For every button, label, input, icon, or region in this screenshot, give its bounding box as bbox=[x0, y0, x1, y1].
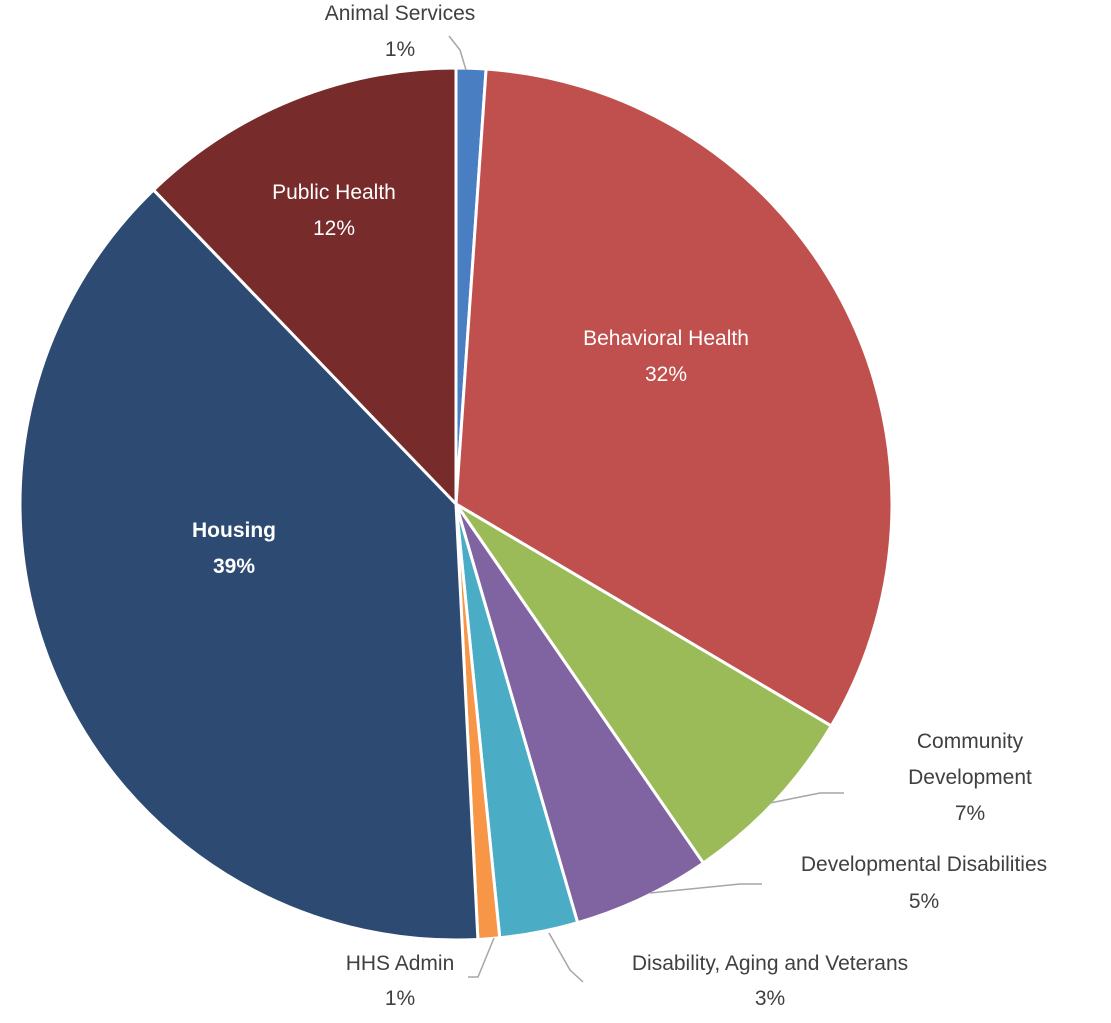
pie-slice-public-health bbox=[152, 66, 458, 506]
pie-slice-developmental-disabilities bbox=[454, 502, 705, 925]
slice-label-hhs-admin: HHS Admin bbox=[346, 952, 455, 975]
slice-label-housing: Housing bbox=[192, 519, 276, 542]
leader-line-developmental-disabilities bbox=[649, 883, 762, 894]
slice-label-community-development: Community bbox=[917, 730, 1024, 753]
leader-line-hhs-admin bbox=[468, 937, 495, 978]
leader-line-animal-services bbox=[448, 35, 467, 71]
leader-line-disability-aging-and-veterans bbox=[548, 932, 584, 983]
slice-percent-hhs-admin: 1% bbox=[385, 987, 415, 1010]
leader-lines-layer bbox=[448, 35, 844, 983]
slice-label-animal-services: Animal Services bbox=[325, 2, 476, 25]
slices-layer bbox=[18, 66, 894, 942]
slice-label-public-health: Public Health bbox=[272, 181, 396, 204]
slice-percent-behavioral-health: 32% bbox=[645, 363, 687, 386]
pie-slice-behavioral-health bbox=[454, 67, 894, 728]
slice-percent-developmental-disabilities: 5% bbox=[909, 890, 939, 913]
slice-label-behavioral-health: Behavioral Health bbox=[583, 327, 749, 350]
slice-label-community-development-line-2: Development bbox=[908, 766, 1032, 789]
slice-label-developmental-disabilities: Developmental Disabilities bbox=[801, 853, 1047, 876]
slice-percent-disability-aging-and-veterans: 3% bbox=[755, 987, 785, 1010]
pie-slice-housing bbox=[18, 188, 480, 942]
labels-layer: Animal Services 1% Behavioral Health 32% Com… bbox=[192, 2, 1047, 1010]
slice-label-disability-aging-and-veterans: Disability, Aging and Veterans bbox=[632, 952, 908, 975]
leader-line-community-development bbox=[769, 792, 844, 804]
slice-percent-public-health: 12% bbox=[313, 217, 355, 240]
slice-percent-community-development: 7% bbox=[955, 802, 985, 825]
slice-percent-housing: 39% bbox=[213, 555, 255, 578]
slice-percent-animal-services: 1% bbox=[385, 38, 415, 61]
